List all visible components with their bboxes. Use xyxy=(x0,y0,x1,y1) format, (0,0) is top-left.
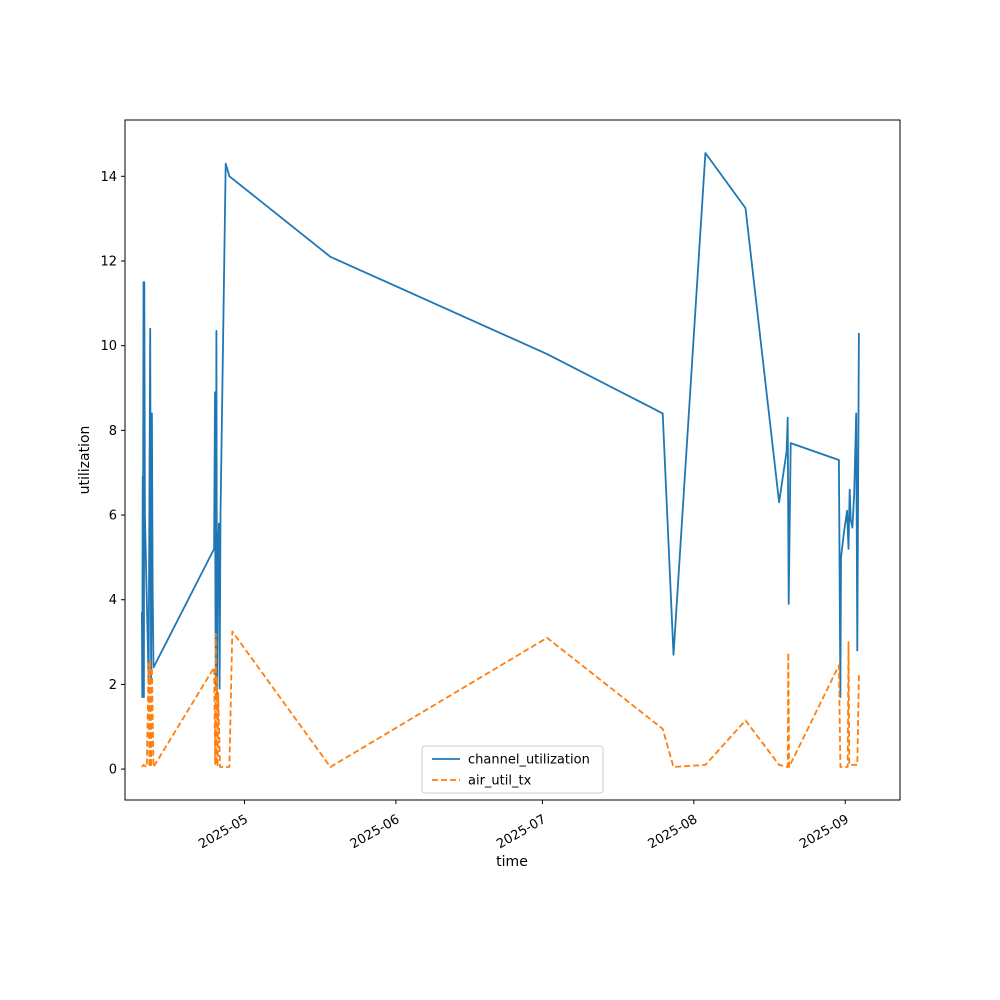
y-axis: 0 2 4 6 8 10 12 14 xyxy=(100,170,125,778)
legend-label-channel-utilization: channel_utilization xyxy=(468,753,590,768)
plot-frame xyxy=(124,119,901,801)
y-tick-label: 0 xyxy=(109,763,117,778)
y-tick-label: 14 xyxy=(100,170,117,185)
legend: channel_utilization air_util_tx xyxy=(421,745,604,794)
y-tick-label: 4 xyxy=(109,593,117,608)
y-tick-label: 10 xyxy=(100,339,117,354)
legend-box xyxy=(421,745,604,794)
y-axis-label: utilization xyxy=(77,426,93,495)
y-tick-label: 6 xyxy=(109,509,117,524)
series-line-air-util-tx xyxy=(141,630,860,768)
series-line-channel-utilization xyxy=(141,152,860,698)
y-tick-label: 8 xyxy=(109,424,117,439)
y-tick-label: 12 xyxy=(100,254,117,269)
y-tick-label: 2 xyxy=(109,678,117,693)
legend-label-air-util-tx: air_util_tx xyxy=(468,774,532,789)
series-layer xyxy=(141,152,860,768)
x-axis-label: time xyxy=(496,854,528,870)
